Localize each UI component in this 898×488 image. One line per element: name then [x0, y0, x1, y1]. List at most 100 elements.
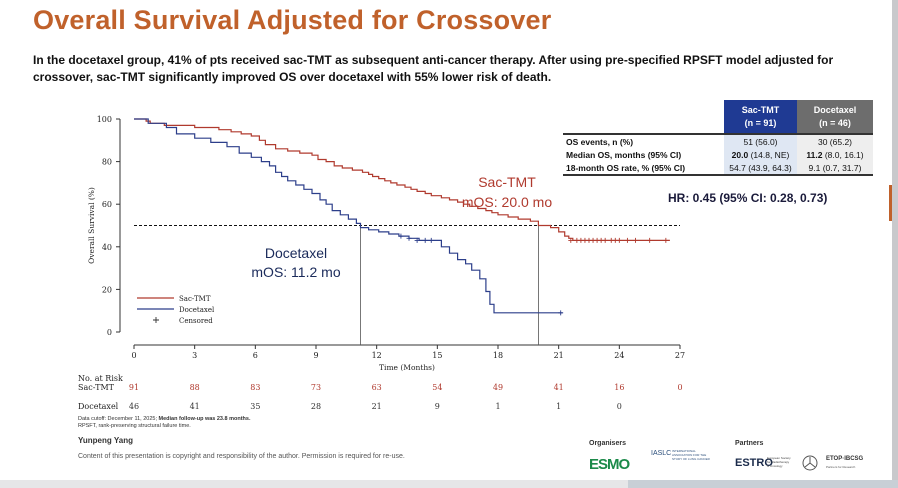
risk-value: 83	[250, 383, 260, 392]
legend-censored-label: Censored	[179, 317, 213, 325]
risk-row-label: Docetaxel	[78, 402, 119, 411]
stats-header-sac: Sac-TMT (n = 91)	[724, 100, 797, 135]
docetaxel-annotation-mos: mOS: 11.2 mo	[251, 264, 340, 280]
risk-value: 35	[250, 402, 260, 411]
partner-emblem-icon	[802, 455, 818, 471]
docetaxel-censor-mark	[406, 235, 412, 241]
sac-tmt-annotation-name: Sac-TMT	[478, 174, 536, 190]
stats-row-label: 18-month OS rate, % (95% CI)	[563, 161, 724, 176]
rpsft-note: RPSFT, rank-preserving structural failur…	[78, 423, 191, 429]
risk-value: 1	[495, 402, 500, 411]
x-tick-label: 0	[131, 351, 136, 360]
risk-value: 28	[311, 402, 321, 411]
y-axis-label: Overall Survival (%)	[87, 187, 96, 264]
docetaxel-censor-mark	[422, 237, 428, 243]
docetaxel-censor-mark	[398, 233, 404, 239]
y-tick-label: 0	[107, 328, 112, 337]
stats-doc-value: 9.1 (0.7, 31.7)	[797, 161, 873, 176]
stats-header-row: Sac-TMT (n = 91) Docetaxel (n = 46)	[563, 100, 873, 135]
stats-row: OS events, n (%) 51 (56.0) 30 (65.2)	[563, 134, 873, 148]
iaslc-logo-subtitle: INTERNATIONAL ASSOCIATION FOR THE STUDY …	[672, 449, 710, 461]
x-tick-label: 9	[313, 351, 318, 360]
risk-value: 91	[129, 383, 139, 392]
risk-value: 49	[493, 383, 503, 392]
slide: Overall Survival Adjusted for Crossover …	[0, 0, 892, 480]
risk-value: 41	[190, 402, 200, 411]
stats-row-label: OS events, n (%)	[566, 136, 634, 147]
esmo-logo: ESMO	[589, 456, 630, 473]
author-name: Yunpeng Yang	[78, 436, 133, 445]
window-bottom-strip	[0, 480, 898, 488]
x-tick-label: 21	[554, 351, 564, 360]
sac-tmt-annotation-mos: mOS: 20.0 mo	[462, 194, 552, 210]
sac-tmt-censor-mark	[602, 237, 608, 243]
risk-value: 73	[311, 383, 321, 392]
estro-logo-subtitle: European Society for Radiotherapy & Onco…	[767, 456, 791, 468]
y-tick-label: 40	[102, 243, 112, 252]
etop-ibcsg-subtitle: Partners for Research	[826, 465, 856, 469]
window-edge-accent	[889, 185, 892, 221]
stats-header-blank	[563, 100, 724, 135]
doc-header-name: Docetaxel	[813, 104, 857, 115]
stats-doc-value: 11.2 (8.0, 16.1)	[797, 148, 873, 161]
docetaxel-censor-mark	[558, 310, 564, 316]
risk-value: 0	[677, 383, 682, 392]
x-tick-label: 18	[493, 351, 503, 360]
risk-value: 16	[614, 383, 624, 392]
sac-tmt-censor-mark	[568, 237, 574, 243]
docetaxel-curve	[134, 118, 563, 314]
stats-sac-value: 54.7 (43.9, 64.3)	[724, 161, 797, 176]
y-tick-label: 60	[102, 200, 112, 209]
x-tick-label: 3	[192, 351, 197, 360]
risk-value: 88	[190, 383, 200, 392]
legend-sac-tmt-label: Sac-TMT	[179, 295, 211, 303]
sac-tmt-censor-mark	[624, 237, 630, 243]
estro-logo: ESTRO	[735, 457, 773, 469]
sac-tmt-censor-mark	[616, 237, 622, 243]
stats-sac-value: 51 (56.0)	[724, 134, 797, 148]
sac-tmt-censor-mark	[663, 237, 669, 243]
hazard-ratio: HR: 0.45 (95% CI: 0.28, 0.73)	[668, 191, 828, 205]
risk-value: 9	[435, 402, 440, 411]
stats-sac-value: 20.0 (14.8, NE)	[724, 148, 797, 161]
sac-tmt-censor-mark	[647, 237, 653, 243]
y-tick-label: 100	[97, 115, 112, 124]
partners-label: Partners	[735, 440, 764, 447]
risk-value: 46	[129, 402, 139, 411]
risk-value: 21	[372, 402, 382, 411]
risk-value: 54	[432, 383, 442, 392]
sac-header-n: (n = 91)	[744, 117, 777, 128]
slide-subtitle: In the docetaxel group, 41% of pts recei…	[33, 53, 834, 84]
risk-value: 41	[554, 383, 564, 392]
sac-tmt-censor-mark	[633, 237, 639, 243]
organisers-label: Organisers	[589, 440, 626, 447]
stats-row-label: Median OS, months (95% CI)	[566, 149, 682, 160]
etop-ibcsg-logo: ETOP·IBCSG	[826, 456, 864, 462]
iaslc-logo: IASLC	[651, 450, 672, 457]
window-edge-strip	[892, 0, 898, 488]
stats-row: 18-month OS rate, % (95% CI) 54.7 (43.9,…	[563, 161, 873, 176]
x-tick-label: 12	[372, 351, 382, 360]
sac-header-name: Sac-TMT	[741, 104, 780, 115]
risk-table-title: No. at Risk	[78, 374, 123, 383]
slide-title: Overall Survival Adjusted for Crossover	[33, 5, 552, 35]
risk-value: 1	[556, 402, 561, 411]
stats-header-doc: Docetaxel (n = 46)	[797, 100, 873, 135]
risk-row-label: Sac-TMT	[78, 383, 115, 392]
x-axis-label: Time (Months)	[379, 363, 435, 372]
copyright-note: Content of this presentation is copyrigh…	[78, 453, 405, 460]
x-tick-label: 15	[432, 351, 442, 360]
km-plot: 0 20 40 60 80 100 0 3 6 9 12 15 18 21 24 27 Time (Months…	[78, 115, 685, 411]
stats-table: Sac-TMT (n = 91) Docetaxel (n = 46) OS eve…	[563, 100, 873, 176]
y-tick-label: 80	[102, 158, 112, 167]
x-tick-label: 24	[614, 351, 624, 360]
x-tick-label: 27	[675, 351, 685, 360]
stats-doc-value: 30 (65.2)	[797, 134, 873, 148]
docetaxel-censor-mark	[414, 237, 420, 243]
legend-docetaxel-label: Docetaxel	[179, 306, 215, 314]
sac-tmt-curve	[134, 118, 670, 241]
y-tick-label: 20	[102, 285, 112, 294]
legend-censored-mark	[153, 317, 159, 323]
x-tick-label: 6	[253, 351, 258, 360]
docetaxel-annotation-name: Docetaxel	[265, 245, 327, 261]
